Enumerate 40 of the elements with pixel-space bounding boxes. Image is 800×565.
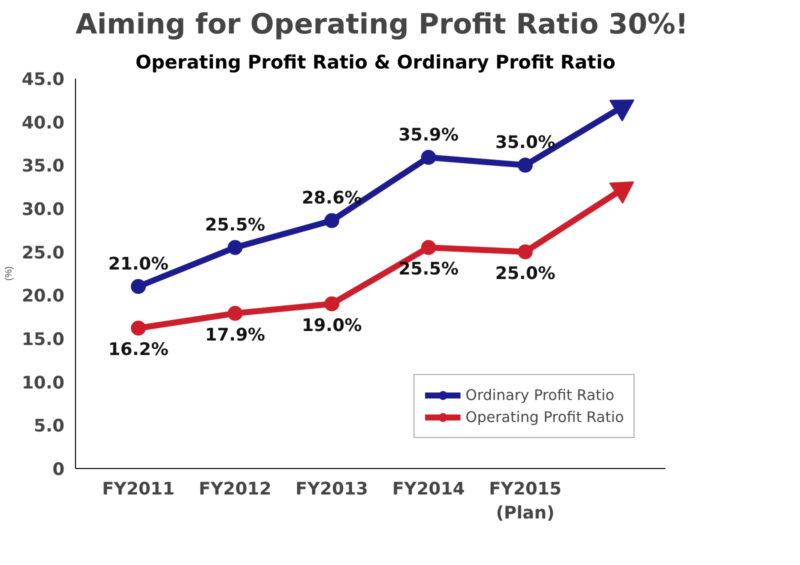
data-label: 25.0% [495, 264, 556, 284]
y-tick-label: 30.0 [22, 200, 65, 220]
data-label: 35.9% [398, 125, 459, 146]
x-tick-label: FY2014 [392, 480, 465, 500]
chart-title: Aiming for Operating Profit Ratio 30%! [76, 8, 688, 40]
data-label: 16.2% [108, 340, 168, 360]
chart-subtitle: Operating Profit Ratio & Ordinary Profit Ratio [136, 52, 616, 74]
point [324, 296, 340, 312]
point [421, 240, 436, 255]
data-label: 28.6% [302, 188, 362, 209]
y-tick-label: 20.0 [22, 286, 65, 307]
legend-label: Operating Profit Ratio [466, 408, 624, 426]
data-label: 21.0% [108, 254, 168, 274]
y-tick-label: 15.0 [22, 330, 65, 350]
point [130, 320, 146, 336]
x-tick-label: FY2011 [102, 480, 175, 500]
point [228, 306, 243, 321]
point [518, 244, 533, 260]
y-tick-label: 5.0 [34, 416, 65, 437]
data-label: 25.5% [205, 216, 266, 236]
y-tick-label: 25.0 [22, 243, 65, 264]
data-label: 25.5% [398, 260, 459, 280]
point [130, 279, 146, 294]
point [228, 240, 243, 255]
y-tick-label: 40.0 [22, 113, 65, 134]
x-tick-label: FY2013 [296, 480, 368, 500]
x-tick-label: FY2015 (Plan) [488, 480, 562, 524]
y-tick-label: 35.0 [22, 156, 65, 177]
y-tick-label: 45.0 [22, 70, 65, 90]
data-label: 19.0% [302, 316, 362, 336]
y-tick-label: 0 [52, 460, 65, 480]
data-label: 35.0% [495, 133, 556, 154]
point [518, 158, 533, 173]
data-label: 17.9% [205, 325, 266, 346]
x-tick-label: FY2012 [198, 480, 272, 500]
point [421, 150, 436, 165]
y-tick-label: 10.0 [22, 373, 65, 394]
y-axis-title: (%) [4, 266, 14, 281]
legend-label: Ordinary Profit Ratio [466, 386, 614, 404]
point [324, 213, 340, 228]
